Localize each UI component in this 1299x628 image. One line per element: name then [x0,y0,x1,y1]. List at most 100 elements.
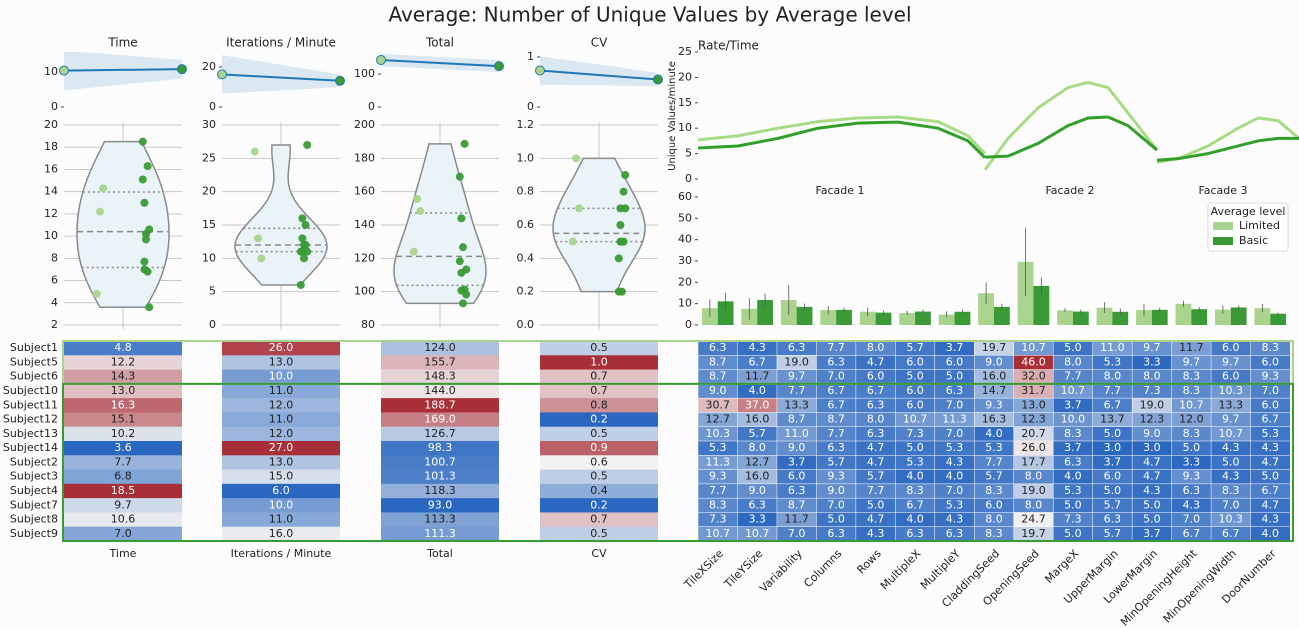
cell-label: 6.3 [946,527,964,540]
cell-label: 11.3 [942,413,967,426]
row-label: Subject7 [10,498,58,511]
data-point [455,172,464,181]
cell-label: 8.0 [1143,370,1161,383]
y-tick-label: 0 [685,318,692,331]
cell-label: 7.0 [827,498,845,511]
cell-label: 4.3 [1143,484,1161,497]
cell-label: 5.0 [867,498,885,511]
data-point [254,234,262,243]
cell-label: 5.3 [1064,484,1082,497]
cell-label: 4.7 [867,513,885,526]
cell-label: 6.0 [867,370,885,383]
cell-label: 7.0 [946,427,964,440]
cell-label: 6.3 [906,527,924,540]
y-tick-label: 14 [44,185,58,198]
cell-label: 3.7 [1143,527,1161,540]
cell-label: 11.0 [1100,341,1125,354]
cell-label: 4.7 [867,455,885,468]
data-point [460,285,469,294]
y-tick-label: 20 [678,70,692,83]
y-tick-label: 0.0 [517,318,535,331]
data-point [619,187,628,196]
cell-label: 6.7 [827,384,845,397]
y-tick-label: 30 [202,118,216,131]
cell-label: 6.3 [1064,455,1082,468]
heatmap-cell [64,398,182,413]
cell-label: 9.0 [827,484,845,497]
heatmap-cell [64,441,182,456]
cell-label: 9.3 [827,470,845,483]
y-tick-label: 8 [51,251,58,264]
cell-label: 0.5 [590,427,608,440]
heatmap-cell [540,498,658,513]
cell-label: 4.3 [946,513,964,526]
row-label: Subject6 [10,370,58,383]
cell-label: 5.0 [827,513,845,526]
y-tick-label: 0 [209,318,216,331]
heatmap-cell [64,426,182,442]
heatmap-cell [540,526,658,542]
bar [1151,309,1168,325]
cell-label: 7.3 [1143,384,1161,397]
cell-label: 3.3 [1143,355,1161,368]
cell-label: 7.0 [1222,498,1240,511]
cell-label: 18.5 [111,484,136,497]
column-label: MinOpeningHeight [1118,547,1200,628]
cell-label: 11.0 [269,513,294,526]
y-tick-label: 2 [51,318,58,331]
cell-label: 19.0 [1140,398,1165,411]
y-tick-label: 5 [685,147,692,160]
cell-label: 6.0 [272,484,290,497]
y-tick-label: 0.6 [517,218,535,231]
y-tick-label: 20 [202,60,216,73]
y-tick-label: 10 [202,251,216,264]
cell-label: 8.3 [1183,427,1201,440]
cell-label: 4.3 [1183,498,1201,511]
cell-label: 8.0 [1025,498,1043,511]
cell-label: 13.0 [1021,398,1046,411]
cell-label: 8.7 [709,355,727,368]
cell-label: 6.0 [906,398,924,411]
heatmap-cell [381,383,499,399]
cell-label: 7.0 [946,484,964,497]
cell-label: 5.3 [709,441,727,454]
line-chart-title: Rate/Time [698,39,759,53]
cell-label: 6.3 [827,527,845,540]
y-tick-label: 4 [51,296,58,309]
cell-label: 3.6 [114,441,132,454]
cell-label: 3.7 [1064,398,1082,411]
cell-label: 4.7 [1143,470,1161,483]
cell-label: 7.0 [1262,384,1280,397]
cell-label: 6.3 [1104,513,1122,526]
cell-label: 6.3 [788,341,806,354]
cell-label: 32.0 [1021,370,1046,383]
data-point [301,221,310,229]
cell-label: 93.0 [428,498,453,511]
cell-label: 15.1 [111,413,136,426]
cell-label: 6.7 [1222,527,1240,540]
row-label: Subject2 [10,455,58,468]
heatmap-cell [222,469,340,485]
heatmap-cell [381,483,499,499]
data-point [296,247,305,256]
cell-label: 5.7 [867,470,885,483]
cell-label: 10.7 [1219,427,1244,440]
violin [552,157,646,293]
cell-label: 4.3 [748,341,766,354]
cell-label: 9.0 [1143,427,1161,440]
heatmap-cell [222,355,340,370]
cell-label: 6.8 [114,470,132,483]
trend-point [535,65,545,76]
cell-label: 24.7 [1021,513,1046,526]
x-tick-label: Facade 3 [1198,184,1247,197]
cell-label: 11.0 [784,427,809,440]
cell-label: 0.7 [590,370,608,383]
data-point [99,184,108,193]
column-label: MinOpeningWidth [1161,547,1239,625]
y-tick-label: 20 [44,118,58,131]
y-tick-label: 40 [678,233,692,246]
cell-label: 5.0 [1104,484,1122,497]
y-tick-label: 30 [678,254,692,267]
data-point [92,289,101,298]
cell-label: 12.3 [1021,413,1046,426]
